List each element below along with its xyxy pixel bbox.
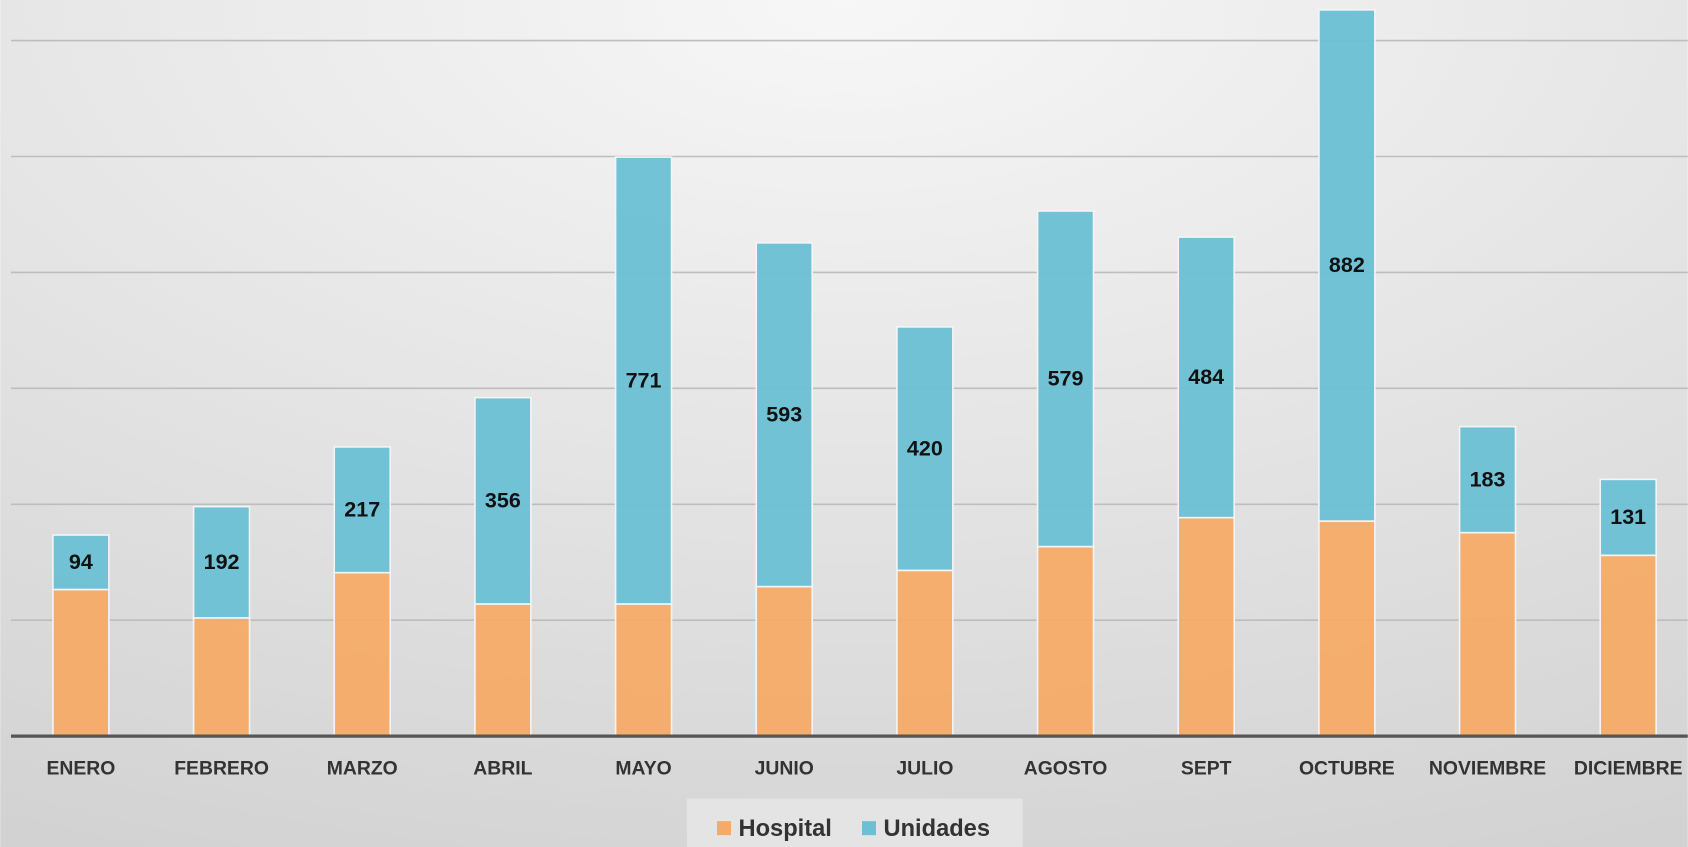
x-tick-label: MARZO xyxy=(327,758,398,780)
data-label: 484 xyxy=(1188,365,1224,389)
bar-segment xyxy=(1599,554,1657,737)
bar-segment xyxy=(1599,478,1657,557)
x-tick-label: JUNIO xyxy=(755,758,814,780)
bar-segment xyxy=(1177,236,1235,519)
bar-segment xyxy=(333,446,392,574)
bar-segment xyxy=(1458,425,1517,534)
x-tick-label: JULIO xyxy=(896,758,953,780)
data-label: 593 xyxy=(766,402,802,426)
bar-segment xyxy=(1177,516,1235,737)
x-tick-label: ABRIL xyxy=(473,758,532,780)
bar-segment xyxy=(474,603,532,737)
x-tick-label: AGOSTO xyxy=(1024,758,1108,780)
bar-segment xyxy=(192,617,251,737)
x-tick-label: MAYO xyxy=(615,758,671,780)
bar-segment xyxy=(1036,545,1095,737)
bar-segment xyxy=(896,569,954,737)
bar-segment xyxy=(1318,9,1376,522)
legend-label: Unidades xyxy=(884,816,990,842)
legend-swatch xyxy=(717,821,731,836)
x-tick-label: ENERO xyxy=(46,758,115,780)
legend-swatch xyxy=(861,821,876,836)
bar-segment xyxy=(192,505,251,619)
data-label: 131 xyxy=(1610,505,1646,529)
data-label: 579 xyxy=(1048,367,1084,391)
data-label: 217 xyxy=(344,498,380,522)
bar-segment xyxy=(896,326,954,572)
bar-segment xyxy=(1318,520,1376,737)
x-tick-label: DICIEMBRE xyxy=(1574,758,1683,780)
bar-segment xyxy=(614,156,673,605)
data-label: 882 xyxy=(1329,253,1365,277)
bar-segment xyxy=(614,603,673,737)
data-label: 192 xyxy=(204,550,240,574)
data-label: 420 xyxy=(907,436,943,460)
data-label: 771 xyxy=(626,368,662,392)
bar-segment xyxy=(755,242,814,588)
data-label: 183 xyxy=(1470,467,1506,491)
x-tick-label: SEPT xyxy=(1181,758,1232,780)
data-label: 356 xyxy=(485,489,521,513)
bar-segment xyxy=(474,396,532,605)
x-tick-label: NOVIEMBRE xyxy=(1429,758,1546,780)
bar-segment xyxy=(333,571,392,737)
x-tick-label: OCTUBRE xyxy=(1299,758,1395,780)
legend-box xyxy=(686,798,1023,847)
x-tick-label: FEBRERO xyxy=(174,758,269,780)
bar-segment xyxy=(1458,531,1517,737)
data-label: 94 xyxy=(69,550,93,574)
legend-label: Hospital xyxy=(739,816,832,842)
bar-segment xyxy=(755,585,814,737)
bar-segment xyxy=(52,588,110,737)
bar-segment xyxy=(52,534,110,591)
bar-segment xyxy=(1036,210,1095,548)
